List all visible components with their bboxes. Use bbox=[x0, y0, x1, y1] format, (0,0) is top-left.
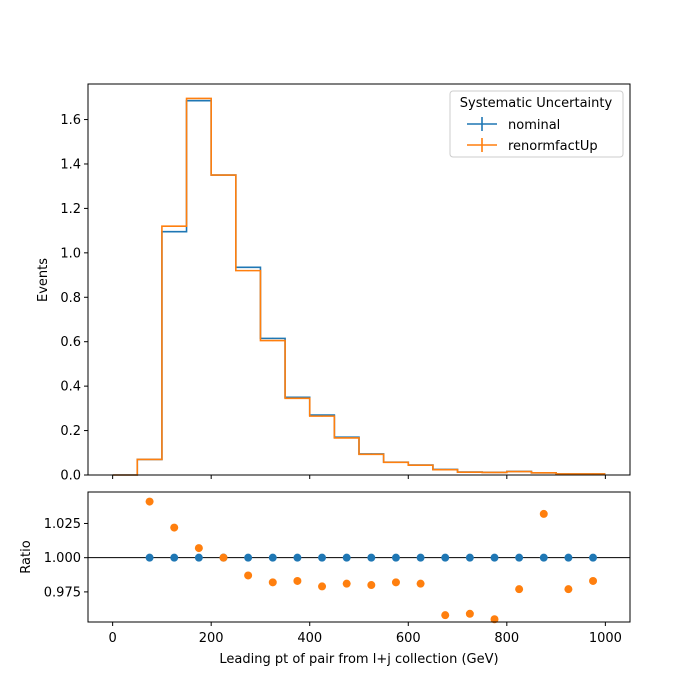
top-panel: 0.0 0.2 0.4 0.6 0.8 1.0 1.2 1.4 1.6 Events Syste… bbox=[36, 83, 631, 484]
x-axis-label: Leading pt of pair from l+j collection (… bbox=[219, 652, 498, 667]
bottom-x-tick-label: 0 bbox=[108, 631, 116, 646]
ratio-point-nominal bbox=[539, 553, 548, 562]
top-y-tick-label: 1.6 bbox=[60, 113, 81, 128]
ratio-point-renormfactup bbox=[589, 576, 598, 585]
ratio-point-nominal bbox=[515, 553, 524, 562]
legend-title: Systematic Uncertainty bbox=[460, 96, 613, 111]
legend-entry-renormfactup: renormfactUp bbox=[467, 138, 598, 154]
ratio-point-renormfactup bbox=[293, 576, 302, 585]
bottom-axes-frame bbox=[87, 491, 631, 623]
top-axes-frame bbox=[87, 83, 631, 476]
ratio-point-nominal bbox=[416, 553, 425, 562]
ratio-point-nominal bbox=[564, 553, 573, 562]
ratio-point-renormfactup bbox=[416, 579, 425, 588]
ratio-point-nominal bbox=[342, 553, 351, 562]
bottom-x-tick-label: 800 bbox=[494, 631, 519, 646]
bottom-y-tick-label: 1.000 bbox=[44, 551, 81, 566]
top-y-tick-label: 0.6 bbox=[60, 335, 81, 350]
top-y-tick-label: 0.8 bbox=[60, 291, 81, 306]
ratio-point-nominal bbox=[268, 553, 277, 562]
bottom-x-tick-label: 200 bbox=[199, 631, 224, 646]
bottom-x-ticks: 0 200 400 600 800 1000 bbox=[108, 622, 622, 646]
top-y-tick-label: 1.4 bbox=[60, 157, 81, 172]
ratio-point-renormfactup bbox=[564, 585, 573, 594]
ratio-point-nominal bbox=[465, 553, 474, 562]
bottom-x-tick-label: 400 bbox=[297, 631, 322, 646]
ratio-point-renormfactup bbox=[539, 509, 548, 518]
ratio-point-nominal bbox=[391, 553, 400, 562]
ratio-point-renormfactup bbox=[268, 578, 277, 587]
bottom-y-axis-label: Ratio bbox=[19, 540, 34, 573]
ratio-point-nominal bbox=[318, 553, 327, 562]
ratio-point-renormfactup bbox=[170, 523, 179, 532]
top-y-tick-label: 0.4 bbox=[60, 380, 81, 395]
top-y-tick-label: 0.2 bbox=[60, 424, 81, 439]
top-y-tick-label: 1.0 bbox=[60, 246, 81, 261]
ratio-point-renormfactup bbox=[515, 585, 524, 594]
ratio-point-renormfactup bbox=[219, 553, 228, 562]
ratio-point-renormfactup bbox=[490, 615, 499, 624]
ratio-point-renormfactup bbox=[342, 579, 351, 588]
top-y-axis-label: Events bbox=[36, 258, 51, 302]
ratio-point-nominal bbox=[589, 553, 598, 562]
top-y-tick-label: 1.2 bbox=[60, 202, 81, 217]
ratio-point-nominal bbox=[293, 553, 302, 562]
legend-entry-nominal: nominal bbox=[467, 117, 560, 133]
ratio-point-nominal bbox=[367, 553, 376, 562]
ratio-point-renormfactup bbox=[244, 571, 253, 580]
bottom-series-layer bbox=[145, 497, 598, 624]
bottom-y-ticks: 0.975 1.000 1.025 bbox=[44, 517, 88, 600]
top-y-ticks: 0.0 0.2 0.4 0.6 0.8 1.0 1.2 1.4 1.6 bbox=[60, 113, 88, 484]
legend-box bbox=[449, 90, 624, 158]
ratio-point-nominal bbox=[244, 553, 253, 562]
ratio-point-nominal bbox=[490, 553, 499, 562]
ratio-point-renormfactup bbox=[318, 582, 327, 591]
legend-label-nominal: nominal bbox=[508, 118, 560, 133]
ratio-point-renormfactup bbox=[145, 497, 154, 506]
bottom-x-tick-label: 1000 bbox=[589, 631, 622, 646]
top-x-ticks bbox=[112, 475, 606, 479]
ratio-point-renormfactup bbox=[391, 578, 400, 587]
ratio-point-nominal bbox=[441, 553, 450, 562]
bottom-y-tick-label: 1.025 bbox=[44, 517, 81, 532]
legend-label-renormfactup: renormfactUp bbox=[508, 139, 598, 154]
top-series-layer bbox=[112, 97, 606, 476]
ratio-point-nominal bbox=[145, 553, 154, 562]
top-y-tick-label: 0.0 bbox=[60, 469, 81, 484]
ratio-point-nominal bbox=[194, 553, 203, 562]
bottom-x-tick-label: 600 bbox=[396, 631, 421, 646]
ratio-point-renormfactup bbox=[194, 544, 203, 553]
ratio-point-renormfactup bbox=[441, 611, 450, 620]
ratio-point-nominal bbox=[170, 553, 179, 562]
ratio-point-renormfactup bbox=[465, 609, 474, 618]
ratio-point-renormfactup bbox=[367, 581, 376, 590]
bottom-y-tick-label: 0.975 bbox=[44, 585, 81, 600]
legend: Systematic Uncertainty nominal renormfac… bbox=[449, 90, 624, 158]
